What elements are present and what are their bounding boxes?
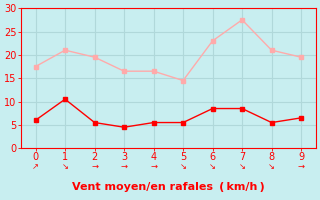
Text: ↘: ↘: [239, 162, 245, 171]
Text: ↘: ↘: [209, 162, 216, 171]
Text: →: →: [121, 162, 128, 171]
Text: →: →: [298, 162, 305, 171]
Text: →: →: [91, 162, 98, 171]
Text: ↘: ↘: [268, 162, 275, 171]
Text: ↘: ↘: [61, 162, 68, 171]
X-axis label: Vent moyen/en rafales  ( km/h ): Vent moyen/en rafales ( km/h ): [72, 182, 265, 192]
Text: ↗: ↗: [32, 162, 39, 171]
Text: ↘: ↘: [180, 162, 187, 171]
Text: →: →: [150, 162, 157, 171]
